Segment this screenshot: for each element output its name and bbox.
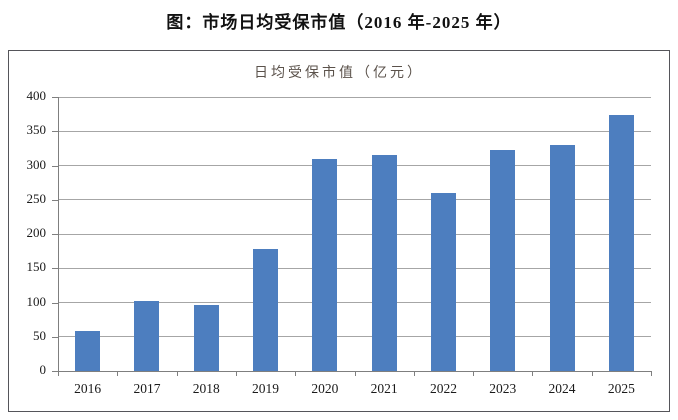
x-axis-label: 2018 bbox=[192, 381, 220, 396]
y-axis-tick-label: 250 bbox=[26, 190, 47, 206]
x-axis-tick bbox=[58, 371, 59, 376]
x-axis-label: 2019 bbox=[252, 381, 280, 396]
gridline bbox=[58, 130, 651, 132]
y-axis-tick bbox=[52, 336, 58, 338]
chart-frame: 日均受保市值（亿元） 0 50 100 150 200 250 300 350 400 2016 2… bbox=[8, 50, 670, 412]
x-axis-tick bbox=[176, 371, 178, 376]
bar-2022 bbox=[430, 192, 456, 371]
x-axis-label: 2022 bbox=[429, 381, 457, 396]
y-axis-tick bbox=[52, 165, 58, 167]
y-axis-tick-label: 350 bbox=[26, 122, 47, 138]
x-axis-tick bbox=[473, 371, 475, 376]
bar-2021 bbox=[371, 155, 397, 371]
x-axis-label: 2021 bbox=[370, 381, 398, 396]
x-axis-tick bbox=[651, 371, 652, 376]
bar-2019 bbox=[253, 249, 279, 371]
x-axis-label: 2025 bbox=[607, 381, 635, 396]
y-axis-tick-label: 400 bbox=[26, 88, 47, 103]
x-axis-tick bbox=[354, 371, 356, 376]
y-axis-tick bbox=[52, 131, 58, 133]
bar-2025 bbox=[608, 115, 634, 371]
y-axis-tick-label: 0 bbox=[39, 362, 47, 377]
bar-2017 bbox=[134, 301, 160, 371]
x-axis-label: 2017 bbox=[133, 381, 161, 396]
bar-2020 bbox=[312, 159, 338, 371]
x-axis-tick bbox=[235, 371, 237, 376]
gridline bbox=[58, 165, 651, 166]
x-axis-label: 2020 bbox=[311, 381, 339, 396]
bar-2016 bbox=[75, 331, 101, 371]
x-axis-label: 2024 bbox=[548, 381, 576, 396]
bar-2018 bbox=[193, 304, 219, 371]
y-axis-tick-label: 100 bbox=[26, 293, 47, 309]
y-axis-line bbox=[58, 97, 59, 371]
gridline bbox=[58, 267, 651, 269]
y-axis-tick bbox=[52, 371, 58, 372]
gridline bbox=[58, 199, 651, 201]
y-axis-tick bbox=[52, 302, 58, 304]
gridline bbox=[58, 336, 651, 338]
y-axis-tick-label: 200 bbox=[26, 225, 47, 240]
x-axis-tick bbox=[532, 371, 534, 376]
x-axis-tick bbox=[117, 371, 119, 376]
y-axis-tick-label: 50 bbox=[33, 327, 46, 343]
figure-title: 图：市场日均受保市值（2016 年-2025 年） bbox=[166, 13, 512, 32]
y-axis-tick-label: 150 bbox=[26, 259, 47, 275]
y-axis-tick bbox=[52, 268, 58, 270]
y-axis-tick-label: 300 bbox=[26, 156, 47, 172]
gridline bbox=[58, 96, 651, 98]
plot-area: 0 50 100 150 200 250 300 350 400 2016 2017 2018 2019… bbox=[27, 88, 652, 396]
gridline bbox=[58, 233, 651, 235]
bar-2024 bbox=[549, 144, 575, 371]
x-axis-label: 2023 bbox=[489, 381, 517, 396]
chart-title: 日均受保市值（亿元） bbox=[254, 66, 424, 81]
y-axis-tick bbox=[52, 97, 58, 98]
x-axis-tick bbox=[295, 371, 297, 376]
x-axis-tick bbox=[413, 371, 415, 376]
bar-2023 bbox=[490, 150, 516, 371]
x-axis-tick bbox=[591, 371, 593, 376]
x-axis-label: 2016 bbox=[74, 381, 102, 396]
y-axis-tick bbox=[52, 199, 58, 201]
y-axis-tick bbox=[52, 234, 58, 235]
gridline bbox=[58, 302, 651, 303]
